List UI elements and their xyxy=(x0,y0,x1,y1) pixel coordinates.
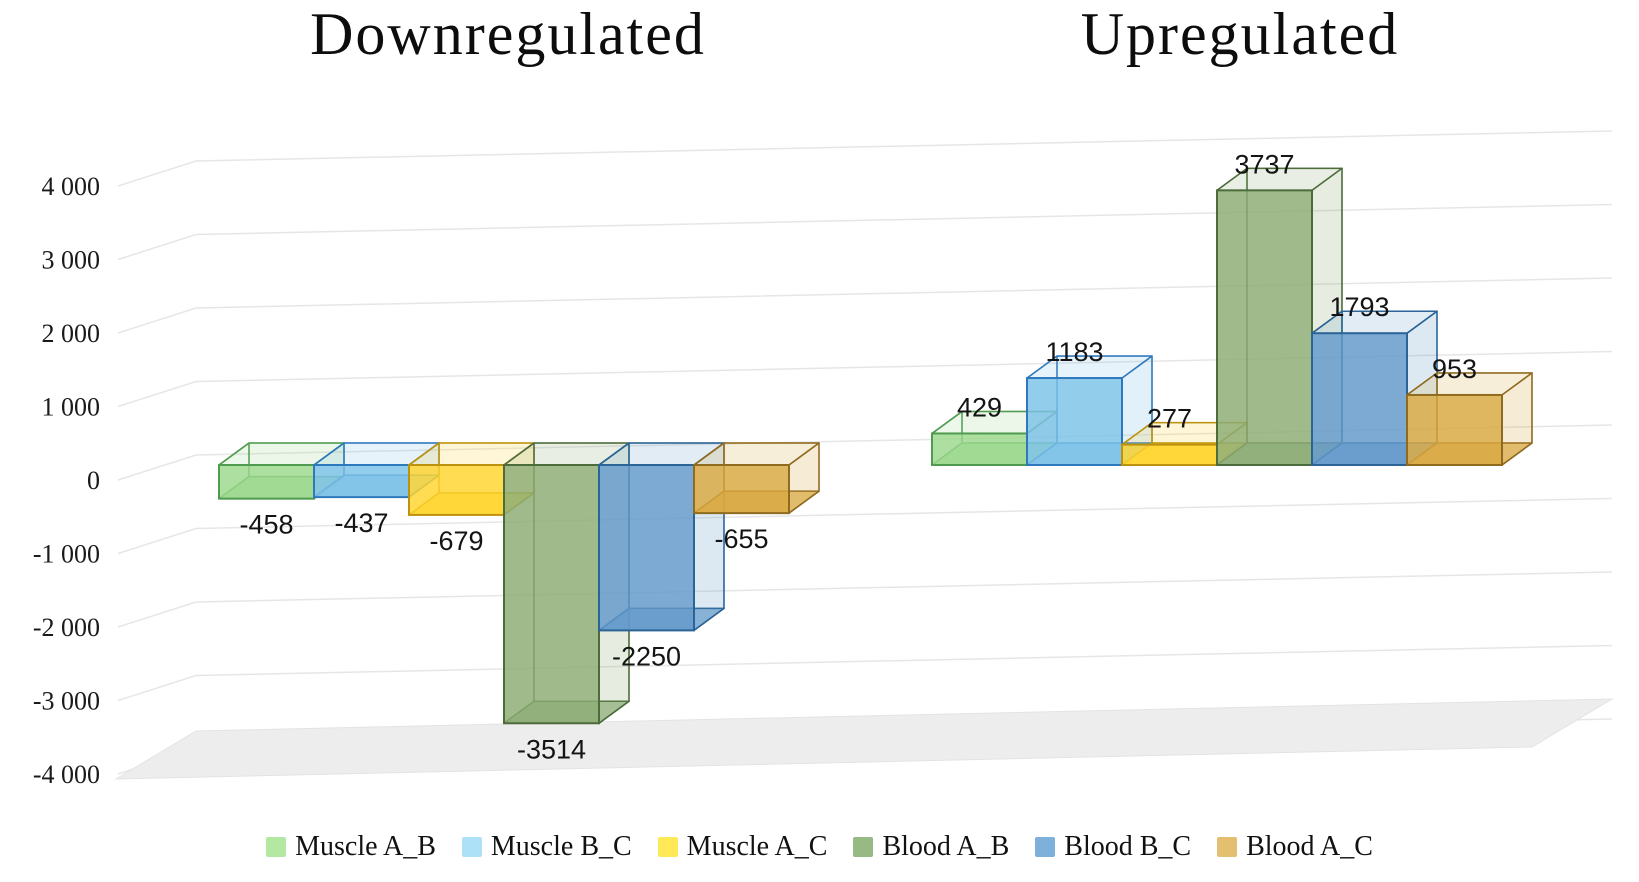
gridline xyxy=(117,350,1613,408)
bar-blood-a-c-downregulated: -655 xyxy=(693,442,820,554)
legend-label: Muscle A_B xyxy=(295,831,436,862)
bar-face xyxy=(1121,443,1218,467)
chart-floor xyxy=(114,698,1614,780)
value-label: 277 xyxy=(1147,404,1192,434)
bar-face xyxy=(218,464,315,500)
legend-swatch xyxy=(461,837,482,857)
value-label: 3737 xyxy=(1234,149,1294,179)
value-label: -437 xyxy=(334,508,388,538)
legend-item-muscle-b-c: Muscle B_C xyxy=(461,831,632,863)
legend-item-muscle-a-b: Muscle A_B xyxy=(266,831,436,863)
axis-tick-label: -1 000 xyxy=(33,540,100,569)
bar-face xyxy=(1216,189,1313,466)
gridline xyxy=(117,203,1613,261)
axis-tick-label: 4 000 xyxy=(42,172,101,201)
legend-swatch xyxy=(1217,837,1238,857)
legend-swatch xyxy=(266,837,287,857)
legend-label: Blood B_C xyxy=(1064,831,1192,862)
gridline xyxy=(117,644,1613,702)
group-title-upregulated: Upregulated xyxy=(1080,1,1400,67)
value-label: 429 xyxy=(957,392,1002,422)
legend-label: Blood A_B xyxy=(882,831,1010,862)
legend-item-muscle-a-c: Muscle A_C xyxy=(657,831,828,863)
gridline xyxy=(117,497,1613,555)
value-label: 953 xyxy=(1432,354,1477,384)
legend-swatch xyxy=(657,837,678,857)
bar-face xyxy=(931,432,1028,467)
gridline xyxy=(117,277,1613,334)
bar-face xyxy=(1311,332,1408,467)
value-label: -2250 xyxy=(612,641,681,671)
gridline xyxy=(117,424,1613,481)
axis-tick-label: -2 000 xyxy=(33,613,100,642)
group-title-downregulated: Downregulated xyxy=(310,1,706,67)
bar-face xyxy=(408,464,505,516)
value-label: -3514 xyxy=(517,734,586,764)
legend-label: Muscle A_C xyxy=(686,831,828,862)
legend-swatch xyxy=(1035,837,1056,857)
bar-blood-a-c-upregulated: 953 xyxy=(1406,354,1533,466)
bar-face xyxy=(693,464,790,515)
legend-item-blood-a-b: Blood A_B xyxy=(853,831,1009,863)
bar-face xyxy=(1406,393,1503,466)
gridline xyxy=(117,571,1613,628)
bar-face xyxy=(503,464,600,725)
gridline xyxy=(117,130,1613,187)
axis-tick-label: 1 000 xyxy=(42,393,101,422)
value-label: 1793 xyxy=(1329,292,1389,322)
bar-blood-a-b-upregulated: 3737 xyxy=(1216,149,1343,466)
legend-item-blood-a-c: Blood A_C xyxy=(1217,831,1373,863)
bar-face xyxy=(598,464,695,632)
chart-legend: Muscle A_B Muscle B_C Muscle A_C Blood A_B B… xyxy=(0,831,1639,863)
value-label: -679 xyxy=(429,526,483,556)
value-label: -458 xyxy=(239,510,293,540)
axis-tick-label: 2 000 xyxy=(42,319,101,348)
axis-tick-label: 0 xyxy=(87,466,100,495)
value-label: -655 xyxy=(714,524,768,554)
legend-item-blood-b-c: Blood B_C xyxy=(1035,831,1191,863)
bar-muscle-b-c-upregulated: 1183 xyxy=(1026,337,1153,466)
value-label: 1183 xyxy=(1045,337,1103,367)
legend-label: Muscle B_C xyxy=(490,831,632,862)
bar-face xyxy=(1026,377,1123,466)
axis-tick-label: -4 000 xyxy=(33,760,100,789)
axis-tick-label: 3 000 xyxy=(42,246,101,275)
legend-label: Blood A_C xyxy=(1246,831,1373,862)
legend-swatch xyxy=(853,837,874,857)
axis-tick-label: -3 000 xyxy=(33,687,100,716)
bar-face xyxy=(313,464,410,499)
